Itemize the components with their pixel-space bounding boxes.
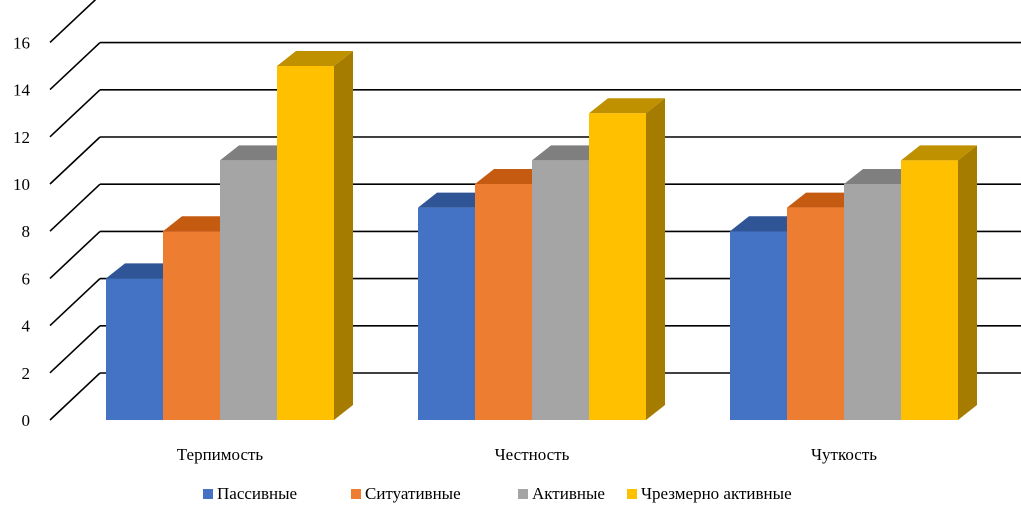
y-tick-label: 16: [13, 33, 30, 52]
gridline-12: [49, 89, 1021, 138]
bars: [106, 51, 977, 420]
legend-label: Чрезмерно активные: [641, 484, 792, 503]
legend-label: Активные: [532, 484, 605, 503]
category-label: Терпимость: [177, 445, 264, 464]
legend-swatch: [351, 489, 361, 499]
y-tick-label: 0: [22, 411, 31, 430]
gridline-16: [49, 0, 97, 43]
gridline-10: [49, 136, 1021, 185]
y-axis-ticks: 0 2 4 6 8 10 12 14 16: [13, 33, 31, 430]
y-tick-label: 14: [13, 81, 31, 100]
y-tick-label: 10: [13, 175, 30, 194]
category-labels: Терпимость Честность Чуткость: [177, 445, 877, 464]
legend-swatch: [518, 489, 528, 499]
y-tick-label: 6: [22, 269, 31, 288]
category-label: Чуткость: [811, 445, 877, 464]
category-label: Честность: [495, 445, 570, 464]
legend-item-3: Активные: [518, 484, 605, 503]
legend-item-2: Ситуативные: [351, 484, 461, 503]
legend-swatch: [203, 489, 213, 499]
bar-2-4: [589, 98, 665, 420]
y-tick-label: 4: [22, 317, 31, 336]
legend-swatch: [627, 489, 637, 499]
legend-label: Ситуативные: [365, 484, 461, 503]
gridline-14: [49, 41, 1021, 91]
legend: Пассивные Ситуативные Активные Чрезмерно ак…: [203, 484, 792, 503]
y-tick-label: 8: [22, 222, 31, 241]
legend-label: Пассивные: [217, 484, 297, 503]
legend-item-1: Пассивные: [203, 484, 297, 503]
legend-item-4: Чрезмерно активные: [627, 484, 792, 503]
bar-1-4: [277, 51, 353, 420]
y-tick-label: 12: [13, 128, 30, 147]
y-tick-label: 2: [22, 364, 31, 383]
bar-3-4: [901, 145, 977, 420]
